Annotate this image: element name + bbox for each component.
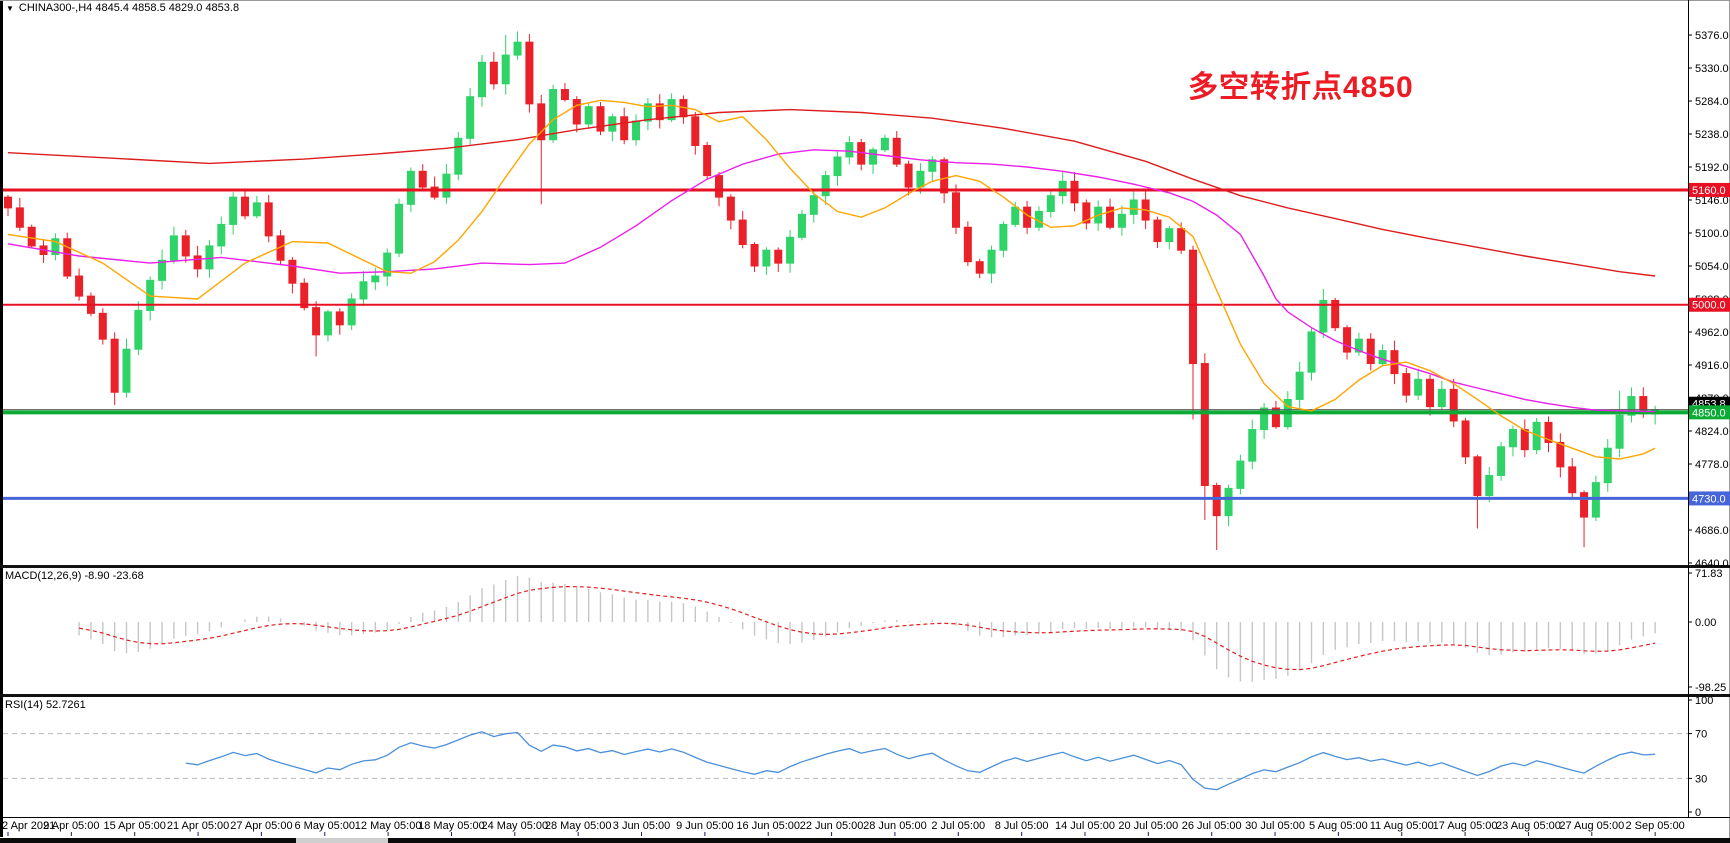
price-badge-4850.0: 4850.0 [1689,405,1730,420]
price-tick-label: 5376.0 [1695,30,1729,42]
price-badge-4730.0: 4730.0 [1689,491,1730,506]
rsi-axis-label: 100 [1695,695,1713,707]
bottom-edge-gap [296,838,388,843]
rsi-axis-label: 0 [1695,807,1701,819]
rsi-axis-label: 30 [1695,773,1707,785]
time-tick-label: 9 Apr 05:00 [43,820,99,832]
ma-slow-red [7,108,1656,277]
rsi-indicator-label: RSI(14) 52.7261 [5,699,86,711]
macd-panel[interactable] [78,576,1656,682]
time-tick-label: 14 Jul 05:00 [1055,820,1115,832]
time-tick-label: 17 Aug 05:00 [1433,820,1498,832]
time-tick-label: 2 Jul 05:00 [931,820,985,832]
macd-signal-line [78,585,1656,671]
price-tick-label: 5100.0 [1695,228,1729,240]
chart-header: ▼ CHINA300-,H4 4845.4 4858.5 4829.0 4853… [6,2,239,14]
macd-axis: 71.83 0.00 -98.25 [1688,568,1726,694]
annotation-text[interactable]: 多空转折点4850 [1188,71,1414,104]
price-tick-label: 5330.0 [1695,63,1729,75]
price-tick-label: 5146.0 [1695,195,1729,207]
time-tick-label: 21 Apr 05:00 [167,820,229,832]
time-tick-label: 5 Aug 05:00 [1309,820,1368,832]
ma-fast-orange [7,99,1656,460]
price-tick-label: 4824.0 [1695,426,1729,438]
bottom-edge-bar [0,838,1730,843]
time-tick-label: 12 May 05:00 [355,820,422,832]
price-badge-5000.0: 5000.0 [1689,297,1730,312]
horizontal-lines-layer[interactable] [3,188,1688,500]
time-tick-label: 24 May 05:00 [481,820,548,832]
rsi-panel[interactable] [3,731,1688,791]
time-tick-label: 28 Jun 05:00 [863,820,927,832]
svg-text:5160.0: 5160.0 [1692,185,1726,197]
svg-text:5000.0: 5000.0 [1692,300,1726,312]
time-tick-label: 18 May 05:00 [418,820,485,832]
time-tick-label: 20 Jul 05:00 [1118,820,1178,832]
time-tick-label: 2 Apr 2021 [2,820,55,832]
time-tick-label: 22 Jun 05:00 [800,820,864,832]
rsi-axis-label: 70 [1695,729,1707,741]
macd-axis-label: 71.83 [1695,568,1723,580]
price-tick-label: 4778.0 [1695,459,1729,471]
time-tick-label: 26 Jul 05:00 [1182,820,1242,832]
price-tick-label: 4640.0 [1695,558,1729,570]
macd-axis-label: -98.25 [1695,682,1726,694]
symbol-ohlc-label: CHINA300-,H4 4845.4 4858.5 4829.0 4853.8 [18,2,240,14]
symbol-dropdown-icon[interactable]: ▼ [6,3,14,13]
price-tick-label: 5054.0 [1695,261,1729,273]
time-tick-label: 23 Aug 05:00 [1496,820,1561,832]
macd-indicator-label: MACD(12,26,9) -8.90 -23.68 [5,570,144,582]
time-tick-label: 9 Jun 05:00 [676,820,734,832]
time-tick-label: 11 Aug 05:00 [1370,820,1434,832]
time-tick-label: 28 May 05:00 [545,820,612,832]
time-tick-label: 27 Apr 05:00 [230,820,292,832]
svg-text:4730.0: 4730.0 [1692,493,1726,505]
time-tick-label: 16 Jun 05:00 [736,820,800,832]
rsi-line [185,731,1656,791]
chart-plot-area[interactable] [3,14,1688,568]
time-tick-label: 8 Jul 05:00 [995,820,1049,832]
macd-axis-label: 0.00 [1695,617,1716,629]
price-tick-label: 4686.0 [1695,525,1729,537]
price-tick-label: 4916.0 [1695,360,1729,372]
time-tick-label: 15 Apr 05:00 [104,820,166,832]
time-tick-label: 6 May 05:00 [294,820,355,832]
price-tick-label: 5192.0 [1695,162,1729,174]
time-tick-label: 30 Jul 05:00 [1245,820,1305,832]
price-tick-label: 5238.0 [1695,129,1729,141]
rsi-axis: 100 70 30 0 [1688,695,1713,819]
ma-mid-magenta [7,149,1656,413]
time-tick-label: 2 Sep 05:00 [1625,820,1684,832]
price-tick-label: 4962.0 [1695,327,1729,339]
time-tick-label: 3 Jun 05:00 [613,820,671,832]
time-tick-label: 27 Aug 05:00 [1559,820,1624,832]
svg-text:4850.0: 4850.0 [1692,407,1726,419]
price-tick-label: 5284.0 [1695,96,1729,108]
price-badge-5160.0: 5160.0 [1689,182,1730,197]
